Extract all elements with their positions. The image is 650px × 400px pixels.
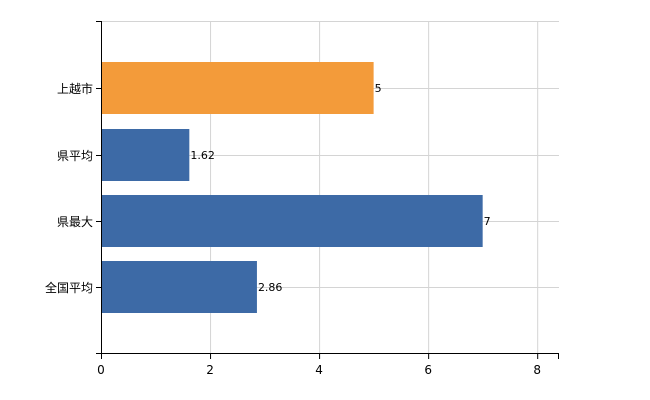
bar-3: [101, 261, 257, 313]
axes: [96, 21, 559, 359]
x-tick-label-6: 6: [424, 363, 432, 377]
bar-2: [101, 195, 483, 247]
bar-0: [101, 62, 374, 114]
data-label-0: 5: [375, 82, 382, 95]
bars: [101, 62, 483, 313]
data-label-2: 7: [484, 215, 491, 228]
x-tick-label-0: 0: [97, 363, 105, 377]
data-label-3: 2.86: [258, 281, 283, 294]
y-category-label-0: 上越市: [57, 81, 93, 96]
data-label-1: 1.62: [190, 149, 215, 162]
x-tick-label-8: 8: [533, 363, 541, 377]
y-category-label-1: 県平均: [57, 149, 93, 163]
x-tick-label-2: 2: [206, 363, 214, 377]
x-tick-label-4: 4: [315, 363, 323, 377]
y-category-label-2: 県最大: [57, 215, 93, 229]
y-category-label-3: 全国平均: [45, 280, 93, 295]
bar-1: [101, 129, 190, 181]
